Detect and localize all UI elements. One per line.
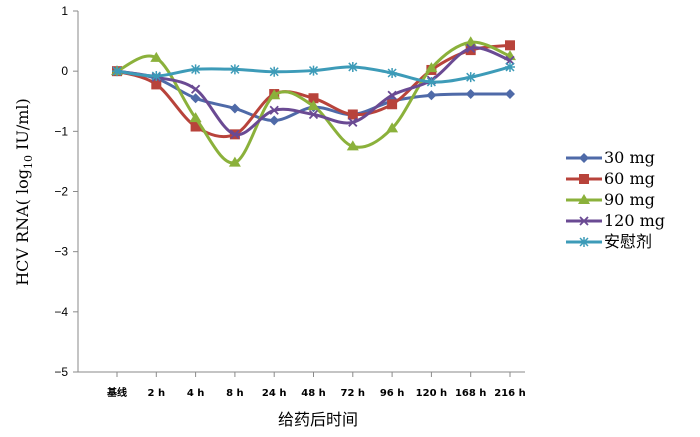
- data-point: [505, 89, 515, 100]
- legend-item: 60 mg: [566, 169, 655, 188]
- series-line: [116, 46, 511, 136]
- data-point: [465, 45, 476, 56]
- data-point: [230, 129, 240, 139]
- legend: 30 mg 60 mg 90 mg 120 mg 安慰剂: [566, 148, 665, 251]
- x-tick-label: 2 h: [148, 388, 166, 399]
- legend-item: 90 mg: [566, 190, 655, 209]
- y-axis-title: HCV RNA( log10 IU/ml): [13, 98, 35, 286]
- data-point: [465, 89, 476, 100]
- data-point: [466, 43, 476, 53]
- x-tick-label: 216 h: [494, 388, 525, 399]
- data-point: [347, 61, 358, 72]
- data-point: [269, 66, 280, 77]
- y-tick-label: −1: [54, 124, 68, 138]
- x-tick-label: 8 h: [226, 388, 244, 399]
- x-tick-label: 24 h: [262, 388, 287, 399]
- data-point: [269, 105, 279, 115]
- data-point: [465, 72, 476, 83]
- legend-label: 90 mg: [604, 190, 655, 209]
- y-tick-label: −4: [54, 305, 68, 319]
- data-point: [228, 156, 241, 167]
- legend-item: 安慰剂: [566, 232, 652, 251]
- data-point: [268, 89, 281, 100]
- data-point: [346, 140, 359, 151]
- series-安慰剂: [112, 61, 515, 87]
- x-tick-label: 48 h: [301, 388, 326, 399]
- data-point: [112, 66, 122, 77]
- series-60-mg: [112, 40, 515, 140]
- data-point: [151, 70, 162, 81]
- legend-label: 安慰剂: [604, 232, 652, 251]
- data-point: [386, 122, 399, 133]
- y-ticks: 1 0 −1 −2 −3 −4 −5: [54, 4, 78, 379]
- data-point: [151, 79, 162, 90]
- data-point: [348, 117, 358, 127]
- data-point: [190, 64, 201, 75]
- y-tick-label: −3: [54, 245, 68, 259]
- data-point: [505, 55, 515, 65]
- x-axis-title: 给药后时间: [278, 410, 358, 429]
- legend-label: 120 mg: [604, 211, 665, 230]
- legend-item: 120 mg: [566, 211, 665, 230]
- data-point: [505, 61, 515, 72]
- series-120-mg: [112, 43, 515, 139]
- data-point: [190, 121, 201, 132]
- data-point: [189, 112, 202, 123]
- data-point: [425, 62, 438, 73]
- x-tick-label: 168 h: [455, 388, 486, 399]
- data-point: [229, 103, 240, 114]
- x-tick-label: 72 h: [341, 388, 366, 399]
- series-line: [116, 43, 511, 139]
- series-90-mg: [111, 36, 516, 167]
- data-point: [308, 65, 319, 76]
- y-tick-label: −5: [54, 365, 68, 379]
- x-tick-label: 4 h: [187, 388, 205, 399]
- data-point: [269, 115, 280, 126]
- legend-label: 30 mg: [604, 148, 655, 167]
- y-tick-label: 1: [61, 4, 68, 18]
- data-point: [387, 99, 398, 110]
- y-tick-label: −2: [54, 185, 68, 199]
- data-point: [464, 36, 477, 47]
- x-tick-label: 基线: [106, 386, 127, 399]
- x-ticks: 基线 2 h 4 h 8 h 24 h 48 h 72 h 96 h 120 h 168 h 216…: [106, 372, 526, 399]
- data-point: [229, 64, 240, 75]
- x-tick-label: 96 h: [380, 388, 405, 399]
- data-point: [426, 90, 437, 101]
- data-point: [426, 76, 437, 87]
- data-point: [505, 40, 515, 51]
- x-tick-label: 120 h: [416, 388, 447, 399]
- data-point: [308, 93, 319, 104]
- legend-item: 30 mg: [566, 148, 655, 167]
- axes: [77, 11, 525, 373]
- data-point: [308, 109, 319, 120]
- legend-marker: [578, 194, 590, 204]
- data-point: [347, 109, 358, 120]
- legend-label: 60 mg: [604, 169, 655, 188]
- legend-marker: [579, 237, 589, 247]
- legend-marker: [579, 216, 589, 226]
- data-point: [150, 51, 163, 62]
- data-point: [307, 100, 320, 111]
- data-point: [190, 93, 201, 104]
- data-point: [190, 84, 201, 94]
- legend-marker: [579, 153, 589, 163]
- data-point: [387, 90, 397, 100]
- legend-marker: [579, 174, 589, 184]
- series-group: [111, 36, 516, 167]
- data-point: [387, 67, 398, 78]
- y-tick-label: 0: [61, 64, 68, 78]
